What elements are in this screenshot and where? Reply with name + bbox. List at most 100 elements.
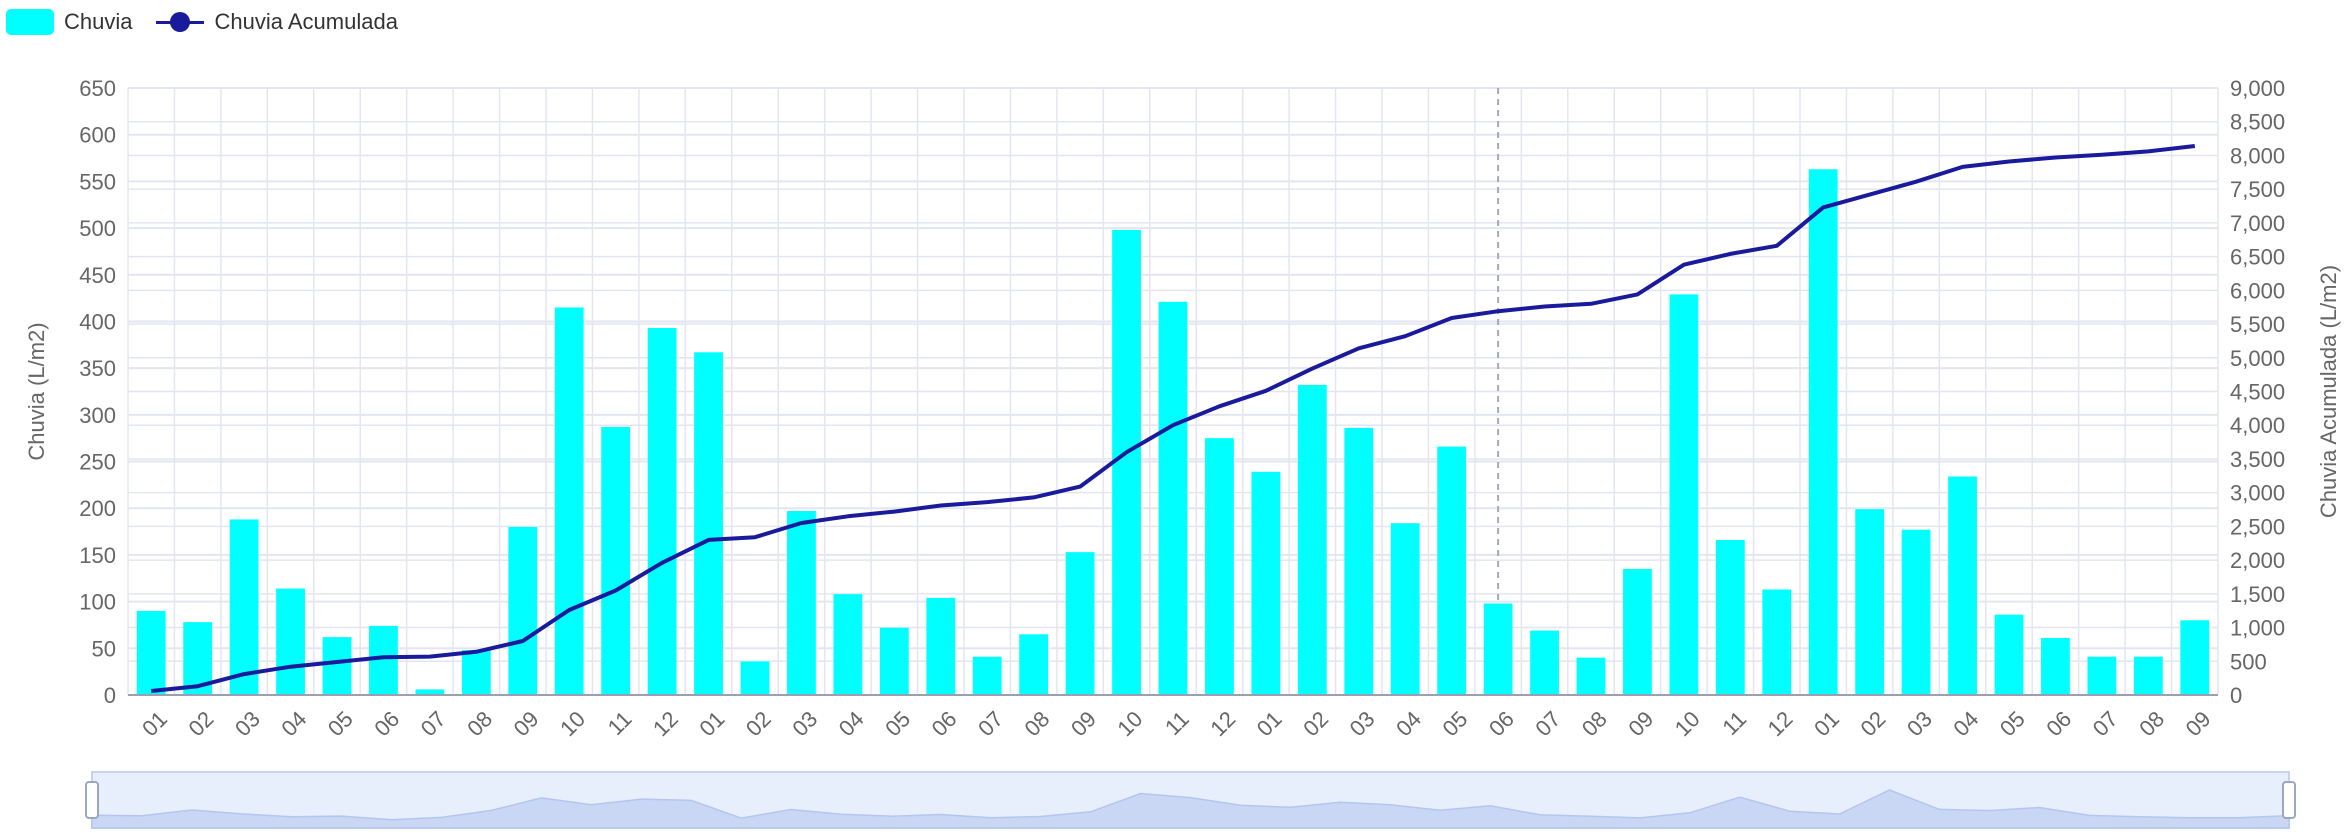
bar	[879, 627, 909, 695]
zoom-preview-area	[91, 789, 2290, 829]
y-left-tick-label: 0	[104, 683, 116, 708]
y-right-tick-label: 0	[2230, 683, 2242, 708]
line-series-chuvia-acumulada	[150, 144, 2196, 693]
x-tick-label: 03	[1902, 706, 1937, 741]
y-right-tick-label: 4,000	[2230, 413, 2285, 438]
bar	[1437, 446, 1467, 695]
x-tick-label: 08	[462, 706, 497, 741]
x-tick-label: 01	[137, 706, 172, 741]
bar	[1669, 294, 1699, 695]
bar	[740, 661, 770, 695]
bar	[369, 625, 398, 695]
bar	[647, 327, 677, 695]
bar	[1623, 568, 1652, 695]
legend-item-chuvia-acumulada[interactable]: Chuvia Acumulada	[156, 9, 398, 35]
y-right-tick-label: 5,500	[2230, 312, 2285, 337]
y-left-tick-label: 550	[79, 169, 116, 194]
y-left-tick-label: 400	[79, 309, 116, 334]
y-right-tick-label: 3,000	[2230, 481, 2285, 506]
x-tick-label: 05	[880, 706, 915, 741]
bar	[926, 597, 956, 695]
data-zoom-slider[interactable]	[85, 771, 2296, 829]
x-tick-label: 02	[1298, 706, 1333, 741]
bar	[1994, 614, 2024, 695]
bar	[1808, 169, 1838, 695]
bar	[601, 426, 631, 695]
x-tick-label: 10	[555, 706, 590, 741]
x-tick-label: 02	[741, 706, 776, 741]
bar	[276, 588, 305, 695]
bar	[1901, 529, 1931, 695]
y-right-tick-label: 8,500	[2230, 110, 2285, 135]
x-tick-label: 09	[509, 706, 544, 741]
bar	[1019, 634, 1049, 695]
x-tick-label: 09	[1066, 706, 1101, 741]
y-right-tick-label: 3,500	[2230, 447, 2285, 472]
legend-line-swatch	[156, 9, 205, 35]
bar	[1065, 552, 1095, 695]
y-right-tick-label: 4,500	[2230, 380, 2285, 405]
zoom-handle-right[interactable]	[2282, 781, 2296, 819]
x-tick-label: 12	[1763, 706, 1798, 741]
x-tick-label: 10	[1670, 706, 1705, 741]
x-tick-label: 05	[1995, 706, 2030, 741]
bar	[1344, 427, 1374, 695]
bar	[322, 637, 352, 695]
y-right-tick-label: 7,500	[2230, 177, 2285, 202]
y-right-tick-label: 5,000	[2230, 346, 2285, 371]
bar	[508, 526, 538, 695]
bar	[787, 511, 816, 695]
y-right-axis-title: Chuvia Acumulada (L/m2)	[2316, 265, 2341, 518]
bar	[1251, 471, 1281, 695]
y-left-tick-label: 100	[79, 590, 116, 615]
x-tick-label: 04	[1391, 706, 1426, 741]
bar	[694, 352, 723, 695]
x-tick-label: 01	[694, 706, 729, 741]
bar	[415, 689, 445, 695]
bar	[1576, 657, 1606, 695]
x-tick-label: 02	[184, 706, 219, 741]
bar	[833, 594, 863, 695]
x-tick-label: 08	[1577, 706, 1612, 741]
legend-label-chuvia-acumulada: Chuvia Acumulada	[214, 9, 398, 34]
y-left-tick-label: 250	[79, 450, 116, 475]
x-tick-label: 01	[1809, 706, 1844, 741]
bar	[229, 519, 259, 695]
x-tick-label: 03	[1345, 706, 1380, 741]
x-tick-label: 07	[2088, 706, 2123, 741]
x-tick-label: 03	[230, 706, 265, 741]
x-tick-label: 05	[323, 706, 358, 741]
x-tick-label: 06	[2041, 706, 2076, 741]
y-right-tick-label: 500	[2230, 649, 2267, 674]
bar	[1390, 523, 1420, 695]
y-right-tick-label: 6,500	[2230, 245, 2285, 270]
bar	[1530, 630, 1559, 695]
x-tick-label: 04	[276, 706, 311, 741]
x-tick-label: 06	[369, 706, 404, 741]
x-tick-label: 12	[1205, 706, 1240, 741]
bar	[972, 656, 1002, 695]
y-left-tick-label: 200	[79, 496, 116, 521]
cumulative-line	[150, 144, 2196, 693]
x-tick-label: 05	[1438, 706, 1473, 741]
y-left-tick-label: 350	[79, 356, 116, 381]
legend-item-chuvia[interactable]: Chuvia	[6, 9, 132, 35]
y-left-axis-title: Chuvia (L/m2)	[24, 322, 49, 460]
bar	[1297, 384, 1327, 695]
bar-series-chuvia	[136, 169, 2210, 695]
legend-label-chuvia: Chuvia	[64, 9, 133, 34]
zoom-handle-left[interactable]	[85, 781, 99, 819]
bar	[1205, 438, 1234, 695]
bar	[136, 610, 166, 695]
legend-bar-swatch	[6, 9, 54, 35]
bar	[461, 650, 491, 695]
x-tick-label: 01	[1252, 706, 1287, 741]
y-right-tick-label: 2,000	[2230, 548, 2285, 573]
x-tick-label: 11	[1717, 706, 1751, 740]
x-tick-label: 08	[2134, 706, 2169, 741]
x-tick-label: 07	[416, 706, 451, 741]
y-right-tick-label: 1,500	[2230, 582, 2285, 607]
x-tick-label: 03	[787, 706, 822, 741]
bar	[2041, 638, 2070, 695]
